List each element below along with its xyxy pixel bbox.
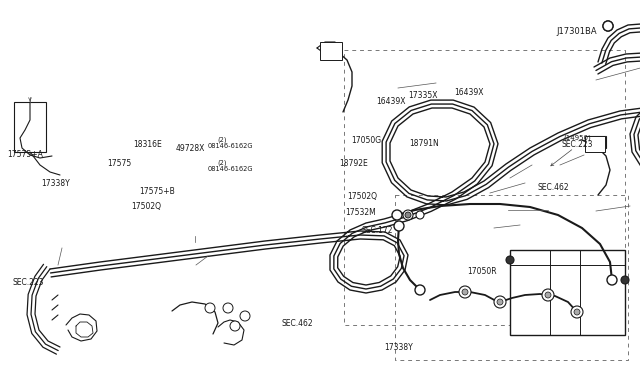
- Circle shape: [462, 289, 468, 295]
- Text: J17301BA: J17301BA: [557, 27, 597, 36]
- Bar: [510, 250, 625, 335]
- Text: SEC.462: SEC.462: [538, 183, 569, 192]
- Text: 17338Y: 17338Y: [42, 179, 70, 187]
- Circle shape: [542, 289, 554, 301]
- Text: 18792E: 18792E: [339, 159, 368, 168]
- Circle shape: [607, 275, 617, 285]
- Circle shape: [545, 292, 551, 298]
- Circle shape: [603, 21, 613, 31]
- Text: SEC.223: SEC.223: [562, 140, 593, 149]
- Text: 08146-6162G: 08146-6162G: [208, 143, 253, 149]
- Text: 16439X: 16439X: [454, 88, 484, 97]
- Circle shape: [621, 276, 629, 284]
- Circle shape: [240, 311, 250, 321]
- Text: (14950): (14950): [564, 134, 591, 141]
- Text: (2): (2): [218, 160, 227, 166]
- Circle shape: [415, 285, 425, 295]
- Text: 17338Y: 17338Y: [384, 343, 413, 352]
- Circle shape: [403, 210, 413, 220]
- Text: 49728X: 49728X: [176, 144, 205, 153]
- Circle shape: [506, 256, 514, 264]
- Text: 17050R: 17050R: [467, 267, 497, 276]
- Text: 16439X: 16439X: [376, 97, 406, 106]
- Circle shape: [571, 306, 583, 318]
- Bar: [320, 42, 342, 60]
- Text: 17532M: 17532M: [346, 208, 376, 217]
- Text: SEC.462: SEC.462: [282, 319, 313, 328]
- Circle shape: [223, 303, 233, 313]
- Circle shape: [416, 211, 424, 219]
- Text: 08146-6162G: 08146-6162G: [208, 166, 253, 172]
- Text: 17502Q: 17502Q: [348, 192, 378, 201]
- Bar: [14, 102, 46, 152]
- Bar: [585, 136, 605, 152]
- Circle shape: [494, 296, 506, 308]
- Text: 17050G: 17050G: [351, 136, 381, 145]
- Circle shape: [405, 212, 411, 218]
- Circle shape: [394, 221, 404, 231]
- Circle shape: [497, 299, 503, 305]
- Text: (2): (2): [218, 137, 227, 143]
- Text: 17575+B: 17575+B: [140, 187, 175, 196]
- Text: SEC.223: SEC.223: [13, 278, 44, 287]
- Circle shape: [230, 321, 240, 331]
- Text: SEC.172: SEC.172: [362, 226, 393, 235]
- Text: 17575+A: 17575+A: [8, 150, 44, 159]
- Bar: [588, 136, 606, 148]
- Text: 18791N: 18791N: [410, 139, 439, 148]
- Circle shape: [574, 309, 580, 315]
- Text: 17502Q: 17502Q: [131, 202, 161, 211]
- Circle shape: [459, 286, 471, 298]
- Circle shape: [205, 303, 215, 313]
- Circle shape: [392, 210, 402, 220]
- Text: 18316E: 18316E: [133, 140, 162, 149]
- Text: 17335X: 17335X: [408, 91, 438, 100]
- Circle shape: [603, 21, 613, 31]
- Text: 17575: 17575: [108, 159, 132, 168]
